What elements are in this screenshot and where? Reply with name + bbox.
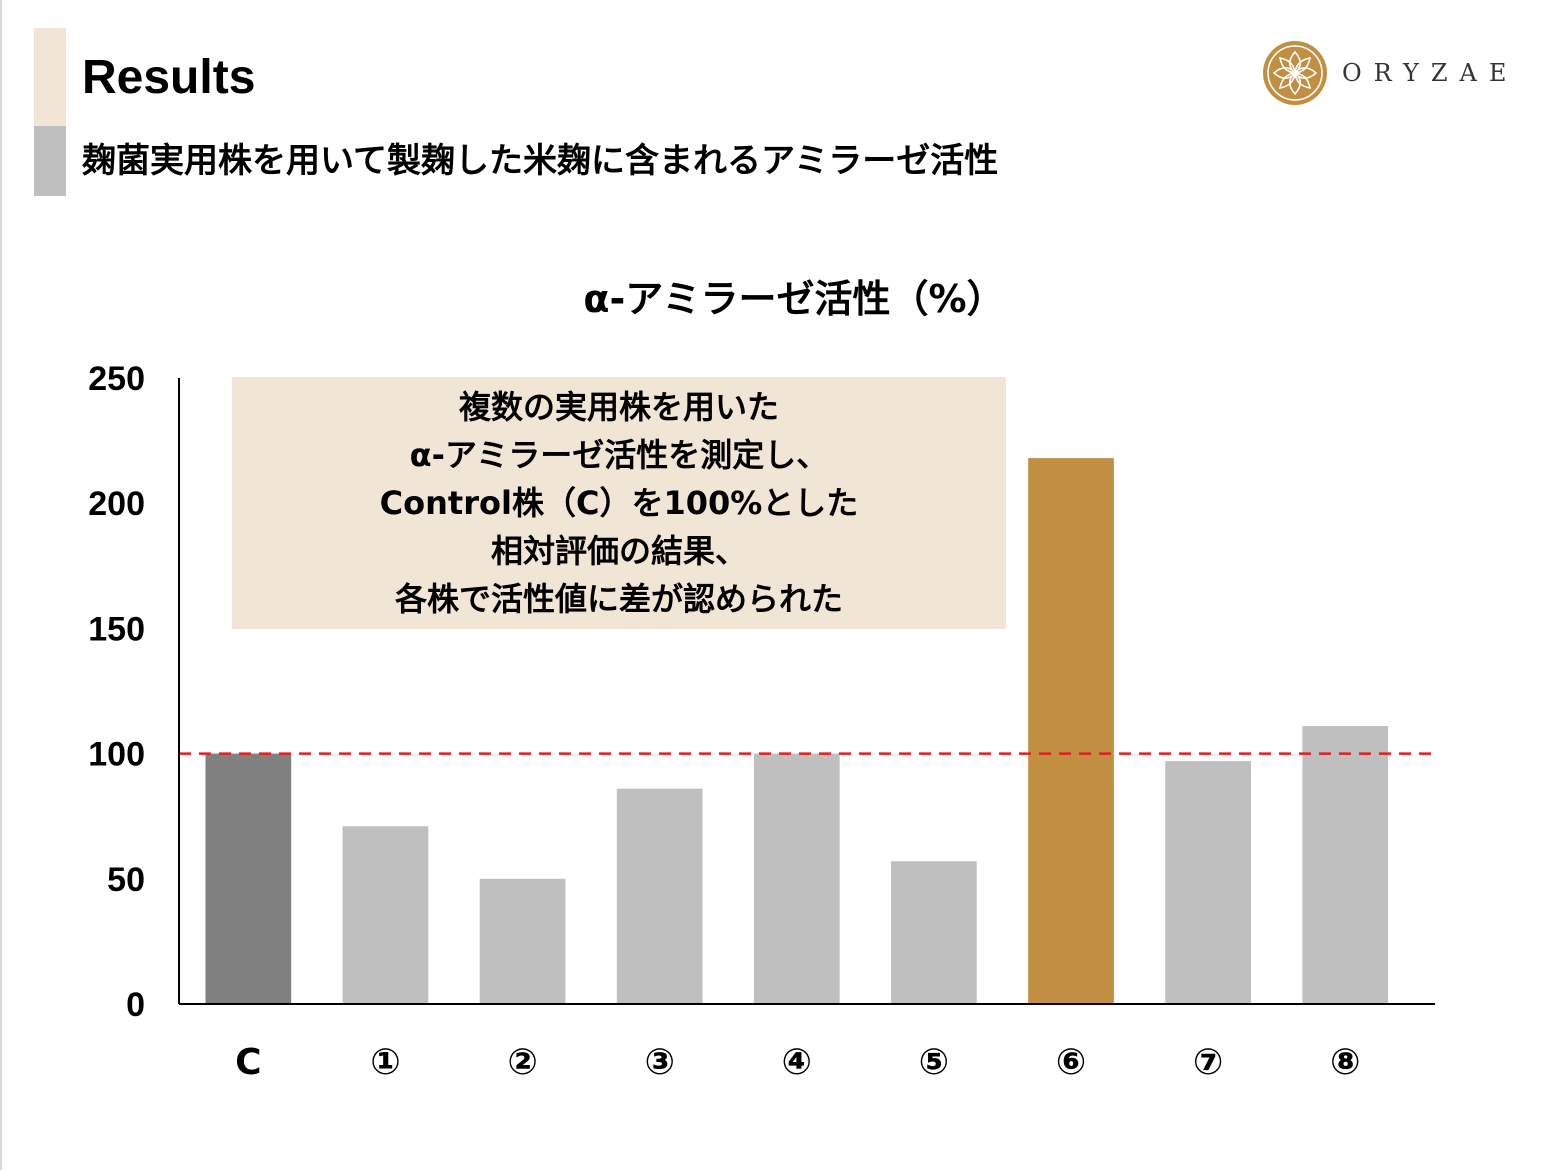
y-tick-label: 50: [107, 861, 145, 899]
bar-strain-7: [1165, 761, 1251, 1004]
annotation-line: 相対評価の結果、: [490, 532, 747, 570]
y-axis-tick-labels: 0 50 100 150 200 250: [88, 360, 145, 1024]
x-tick-label: ⑦: [1193, 1042, 1223, 1083]
annotation-line: Control株（C）を100%とした: [379, 484, 859, 522]
x-tick-label: ④: [782, 1042, 812, 1083]
bar-strain-6: [1028, 458, 1114, 1004]
x-tick-label: ⑥: [1056, 1042, 1086, 1083]
subtitle-accent-bar: [34, 126, 66, 196]
x-axis-category-labels: C ① ② ③ ④ ⑤ ⑥ ⑦ ⑧: [235, 1042, 1360, 1083]
bar-control: [205, 753, 292, 1004]
bar-strain-5: [891, 861, 977, 1004]
slide-subtitle: 麹菌実用株を用いて製麹した米麹に含まれるアミラーゼ活性: [82, 141, 999, 181]
annotation-box: 複数の実用株を用いた α-アミラーゼ活性を測定し、 Control株（C）を10…: [232, 377, 1006, 629]
chart-title: α-アミラーゼ活性（%）: [583, 277, 1004, 321]
x-tick-label: ②: [507, 1042, 537, 1083]
y-tick-label: 100: [88, 736, 145, 774]
x-tick-label: ③: [644, 1042, 674, 1083]
y-tick-label: 200: [88, 485, 145, 523]
bar-strain-8: [1302, 726, 1389, 1004]
flower-emblem-icon: [1263, 41, 1327, 105]
slide-left-edge: [0, 0, 2, 1170]
x-tick-label: ⑧: [1330, 1042, 1360, 1083]
y-tick-label: 250: [88, 360, 145, 398]
annotation-line: α-アミラーゼ活性を測定し、: [409, 436, 829, 474]
annotation-line: 各株で活性値に差が認められた: [394, 580, 843, 618]
annotation-line: 複数の実用株を用いた: [458, 388, 779, 426]
logo-wordmark: ORYZAE: [1342, 59, 1519, 87]
bar-strain-1: [342, 826, 429, 1004]
title-accent-bar: [34, 28, 66, 126]
x-tick-label: C: [235, 1042, 261, 1083]
y-tick-label: 150: [88, 610, 145, 648]
oryzae-logo: ORYZAE: [1262, 40, 1532, 106]
slide-title: Results: [82, 51, 256, 104]
y-tick-label: 0: [126, 986, 145, 1024]
bar-strain-3: [616, 788, 703, 1004]
x-tick-label: ⑤: [919, 1042, 949, 1083]
x-tick-label: ①: [370, 1042, 400, 1083]
bar-series: [205, 458, 1389, 1004]
bar-strain-2: [479, 878, 566, 1004]
bar-strain-4: [753, 753, 840, 1004]
